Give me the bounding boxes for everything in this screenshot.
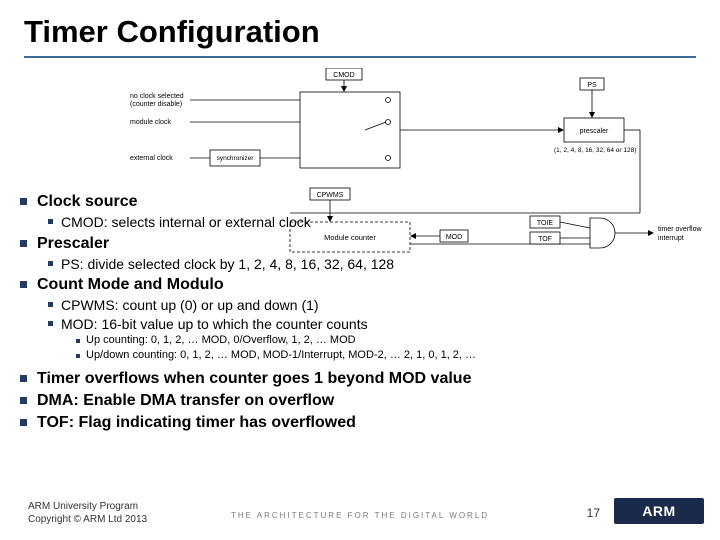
- b-prescaler: Prescaler: [37, 234, 109, 254]
- b-countmode: Count Mode and Modulo: [37, 275, 224, 295]
- page-number: 17: [587, 506, 600, 520]
- arm-logo: ARM: [614, 498, 704, 524]
- footer-line1: ARM University Program: [28, 500, 147, 513]
- b-mod: MOD: 16-bit value up to which the counte…: [61, 316, 368, 334]
- diag-prescaler-label: prescaler: [580, 128, 609, 135]
- b-dma: DMA: Enable DMA transfer on overflow: [37, 391, 334, 411]
- diag-moduleclock-label: module clock: [130, 119, 171, 126]
- diag-sync-label: synchronizer: [217, 155, 255, 162]
- b-ps: PS: divide selected clock by 1, 2, 4, 8,…: [61, 256, 394, 274]
- b-clock-source: Clock source: [37, 192, 137, 212]
- b-cmod: CMOD: selects internal or external clock: [61, 214, 311, 232]
- svg-text:(counter disable): (counter disable): [130, 101, 182, 108]
- diag-ps-label: PS: [587, 82, 597, 89]
- diag-cmod-label: CMOD: [333, 72, 354, 79]
- diag-noclock-label: no clock selected: [130, 93, 184, 100]
- footer: ARM University Program Copyright © ARM L…: [0, 490, 720, 530]
- bullet-content: Clock source CMOD: selects internal or e…: [20, 190, 700, 435]
- b-cpwms: CPWMS: count up (0) or up and down (1): [61, 297, 319, 315]
- footer-attribution: ARM University Program Copyright © ARM L…: [28, 500, 147, 526]
- b-tof: TOF: Flag indicating timer has overflowe…: [37, 413, 356, 433]
- b-updown: Up/down counting: 0, 1, 2, … MOD, MOD-1/…: [86, 349, 476, 363]
- b-overflow: Timer overflows when counter goes 1 beyo…: [37, 369, 471, 389]
- diag-prescaler-values: (1, 2, 4, 8, 16, 32, 64 or 128): [554, 147, 636, 154]
- diag-extclock-label: external clock: [130, 155, 173, 162]
- slide-title: Timer Configuration: [0, 0, 720, 56]
- b-upcount: Up counting: 0, 1, 2, … MOD, 0/Overflow,…: [86, 334, 356, 348]
- footer-line2: Copyright © ARM Ltd 2013: [28, 513, 147, 526]
- footer-tagline: THE ARCHITECTURE FOR THE DIGITAL WORLD: [231, 511, 489, 520]
- title-underline: [24, 56, 696, 58]
